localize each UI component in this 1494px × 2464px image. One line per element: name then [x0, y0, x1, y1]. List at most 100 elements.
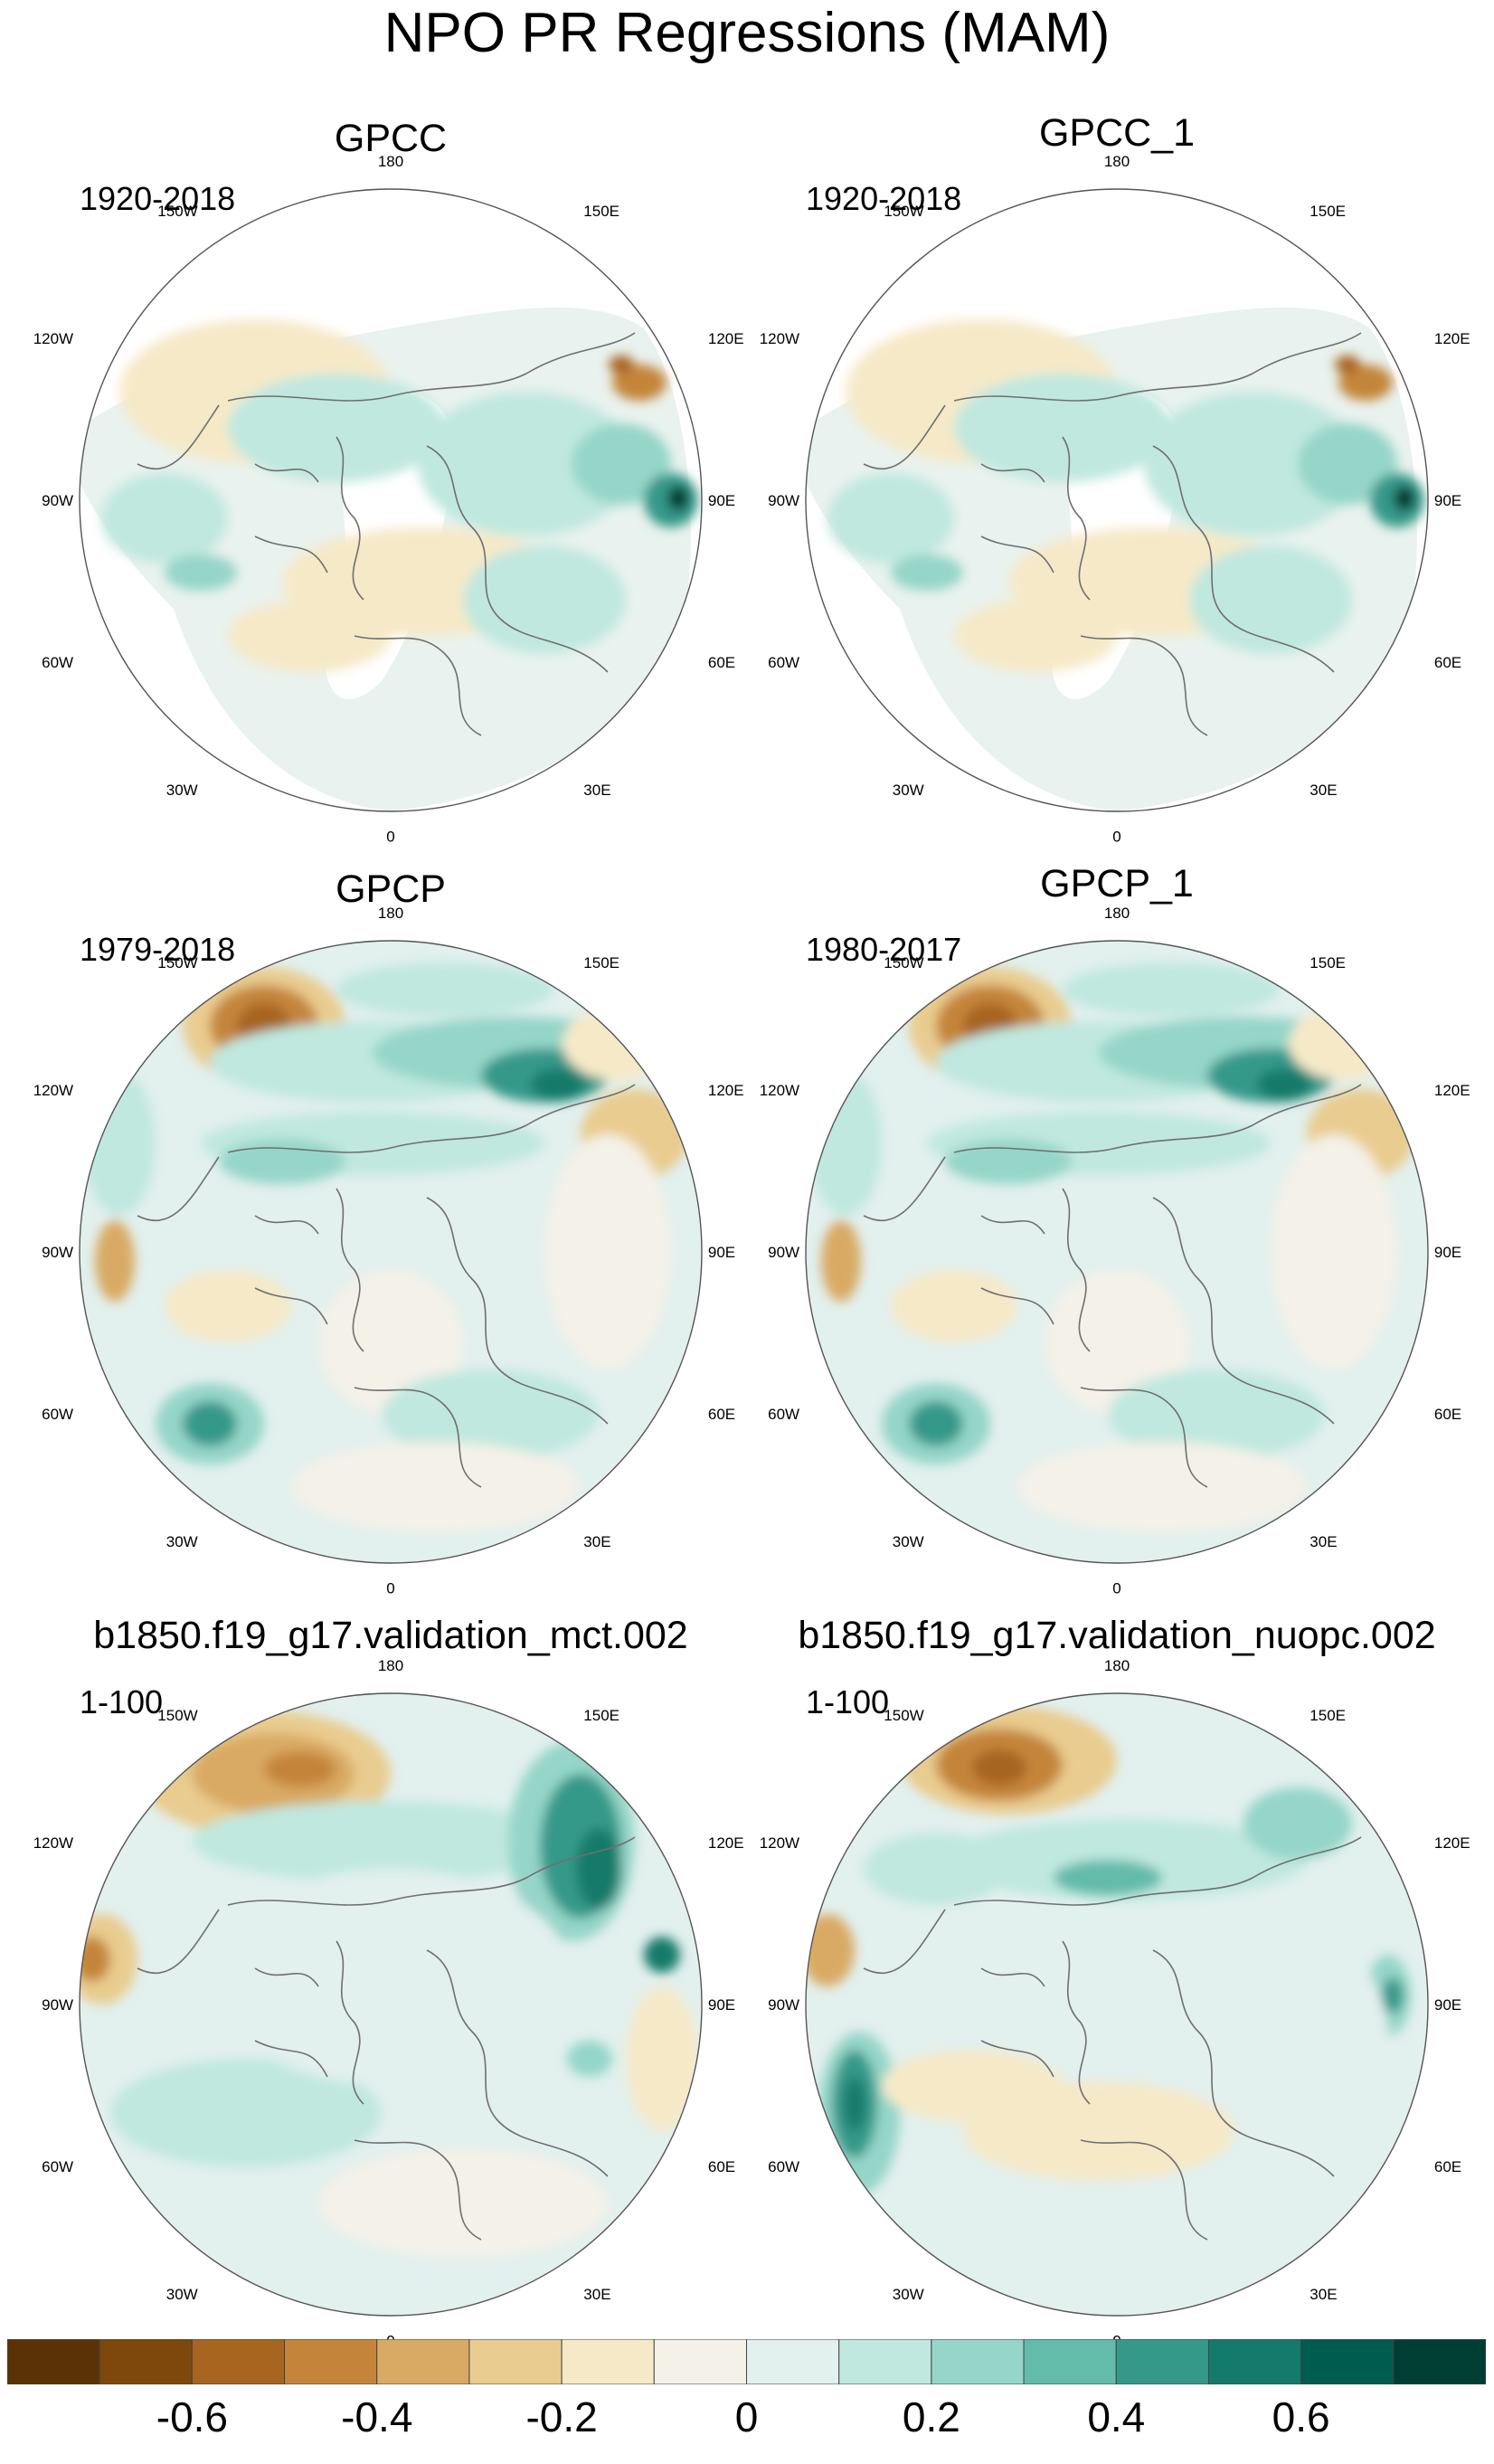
polar-map: 180 150E 120E 90E 60E 30E 0 30W 60W 90W 120W 150W [760, 905, 1470, 1597]
anomaly-blob [110, 2059, 382, 2167]
colorbar-swatch [468, 2338, 563, 2385]
longitude-label: 120E [708, 1082, 744, 1099]
coastline [863, 1084, 1362, 1488]
map-boundary [805, 188, 1429, 812]
longitude-label: 120W [760, 1834, 799, 1852]
anomaly-blob [576, 1828, 621, 1910]
longitude-label: 120E [708, 1834, 744, 1852]
longitude-label: 60W [768, 654, 799, 671]
coastline [137, 332, 636, 736]
anomaly-field [806, 941, 1428, 1563]
anomaly-blob [1063, 962, 1280, 1017]
anomaly-blob [644, 1937, 680, 1973]
anomaly-blob [192, 1801, 572, 1882]
colorbar-tick-label: 0.6 [1272, 2393, 1330, 2440]
anomaly-blob [667, 486, 689, 511]
anomaly-blob [544, 1134, 671, 1369]
colorbar-swatch [746, 2338, 840, 2385]
anomaly-blob [864, 1833, 1008, 1905]
colorbar-swatch [1023, 2338, 1117, 2385]
polar-map: 180 150E 120E 90E 60E 30E 0 30W 60W 90W 120W 150W [33, 905, 744, 1597]
map-boundary [79, 188, 703, 812]
longitude-label: 90E [1434, 492, 1461, 509]
colorbar-tick-label: -0.4 [341, 2393, 413, 2440]
longitude-label: 120W [760, 1082, 799, 1099]
longitude-label: 30E [1310, 2286, 1337, 2303]
anomaly-blob [165, 554, 237, 591]
colorbar-swatch [1300, 2338, 1395, 2385]
longitude-label: 120W [760, 330, 799, 347]
longitude-label: 150W [884, 954, 923, 971]
longitude-label: 180 [1104, 905, 1130, 922]
coastline [137, 1084, 636, 1488]
anomaly-blob [210, 1869, 572, 2086]
longitude-label: 120E [1434, 330, 1470, 347]
panel-period: 1979-2018 [80, 931, 236, 968]
anomaly-blob [609, 355, 634, 374]
colorbar-swatch [1207, 2338, 1302, 2385]
anomaly-blob [954, 374, 1171, 482]
map-boundary [79, 940, 703, 1564]
longitude-label: 180 [378, 905, 403, 922]
panel-title: GPCC [334, 117, 448, 160]
longitude-label: 0 [386, 829, 394, 846]
anomaly-blob [1144, 392, 1361, 536]
anomaly-blob [567, 2041, 612, 2077]
longitude-label: 150W [157, 954, 197, 971]
anomaly-blob [165, 1270, 291, 1342]
longitude-label: 30W [166, 2286, 198, 2303]
longitude-label: 120E [1434, 1834, 1470, 1852]
longitude-label: 90W [42, 492, 73, 509]
longitude-label: 120W [33, 330, 73, 347]
colorbar-swatch [561, 2338, 655, 2385]
coastline [863, 1836, 1362, 2241]
anomaly-blob [1298, 423, 1397, 505]
coastline [863, 332, 1362, 736]
longitude-label: 150E [583, 1707, 619, 1724]
colorbar-swatch [653, 2338, 747, 2385]
anomaly-blob [101, 473, 228, 564]
anomaly-blob [318, 2149, 608, 2258]
longitude-label: 30E [1310, 782, 1337, 799]
anomaly-blob [83, 1071, 156, 1216]
colorbar-tick-label: 0 [734, 2393, 759, 2440]
panel-period: 1920-2018 [806, 180, 962, 217]
map-boundary [805, 1692, 1429, 2317]
colorbar-swatch [284, 2338, 378, 2385]
anomaly-blob [963, 2081, 1234, 2181]
anomaly-blob [1338, 365, 1393, 401]
longitude-label: 60E [1434, 654, 1461, 671]
colorbar-swatch [838, 2338, 932, 2385]
longitude-label: 30E [583, 2286, 610, 2303]
longitude-label: 150E [1310, 203, 1346, 220]
anomaly-blob [264, 1751, 336, 1787]
longitude-label: 90W [42, 1996, 73, 2014]
longitude-label: 0 [386, 1580, 394, 1597]
colorbar [6, 2338, 1487, 2385]
longitude-label: 150W [884, 203, 923, 220]
anomaly-blob [1382, 1977, 1404, 2014]
longitude-label: 150W [157, 203, 197, 220]
panel-title: b1850.f19_g17.validation_nuopc.002 [798, 1614, 1436, 1657]
anomaly-blob [572, 423, 671, 505]
anomaly-blob [563, 1008, 671, 1080]
anomaly-blob [1257, 1068, 1311, 1101]
colorbar-swatch [931, 2338, 1025, 2385]
longitude-label: 30E [1310, 1533, 1337, 1550]
anomaly-blob [1289, 1008, 1397, 1080]
anomaly-blob [945, 1819, 1307, 1900]
anomaly-blob [612, 365, 667, 401]
longitude-label: 150E [583, 203, 619, 220]
figure-title: NPO PR Regressions (MAM) [383, 2, 1111, 64]
longitude-label: 150E [1310, 1707, 1346, 1724]
longitude-label: 90E [708, 1996, 735, 2014]
longitude-label: 180 [378, 1657, 403, 1674]
anomaly-blob [1189, 545, 1352, 654]
anomaly-blob [972, 1749, 1026, 1786]
longitude-label: 60W [42, 654, 73, 671]
coastline [137, 1836, 636, 2241]
panel-title: b1850.f19_g17.validation_mct.002 [93, 1614, 688, 1657]
longitude-label: 90E [1434, 1996, 1461, 2014]
longitude-label: 120W [33, 1082, 73, 1099]
colorbar-swatch [99, 2338, 193, 2385]
